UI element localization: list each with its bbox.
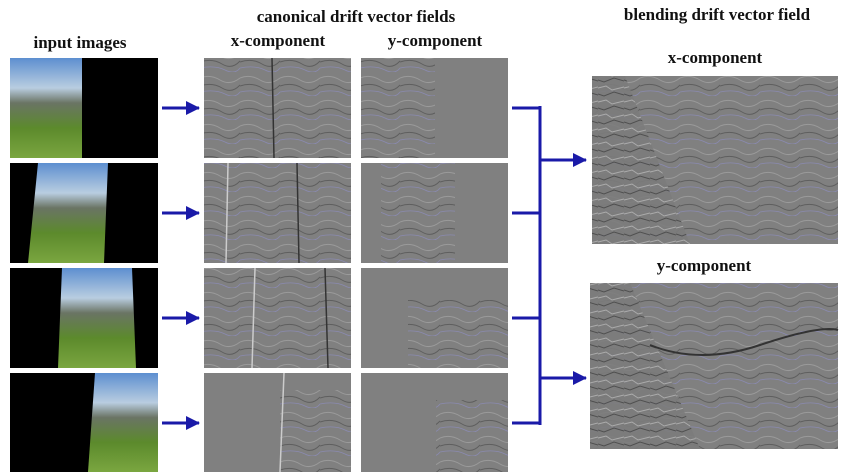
blending-title: blending drift vector field [624, 5, 811, 24]
input-image [10, 268, 158, 368]
input-title: input images [33, 33, 126, 52]
blending-x-label: x-component [668, 48, 763, 67]
canonical-x-label: x-component [231, 31, 326, 50]
input-image [10, 58, 158, 158]
figure: input images canonical drift vector fiel… [0, 0, 842, 472]
input-image [10, 163, 158, 263]
canonical-y-label: y-component [388, 31, 483, 50]
input-image [10, 373, 158, 472]
canonical-title: canonical drift vector fields [257, 7, 456, 26]
blending-y-label: y-component [657, 256, 752, 275]
canonical-fields [204, 58, 508, 472]
